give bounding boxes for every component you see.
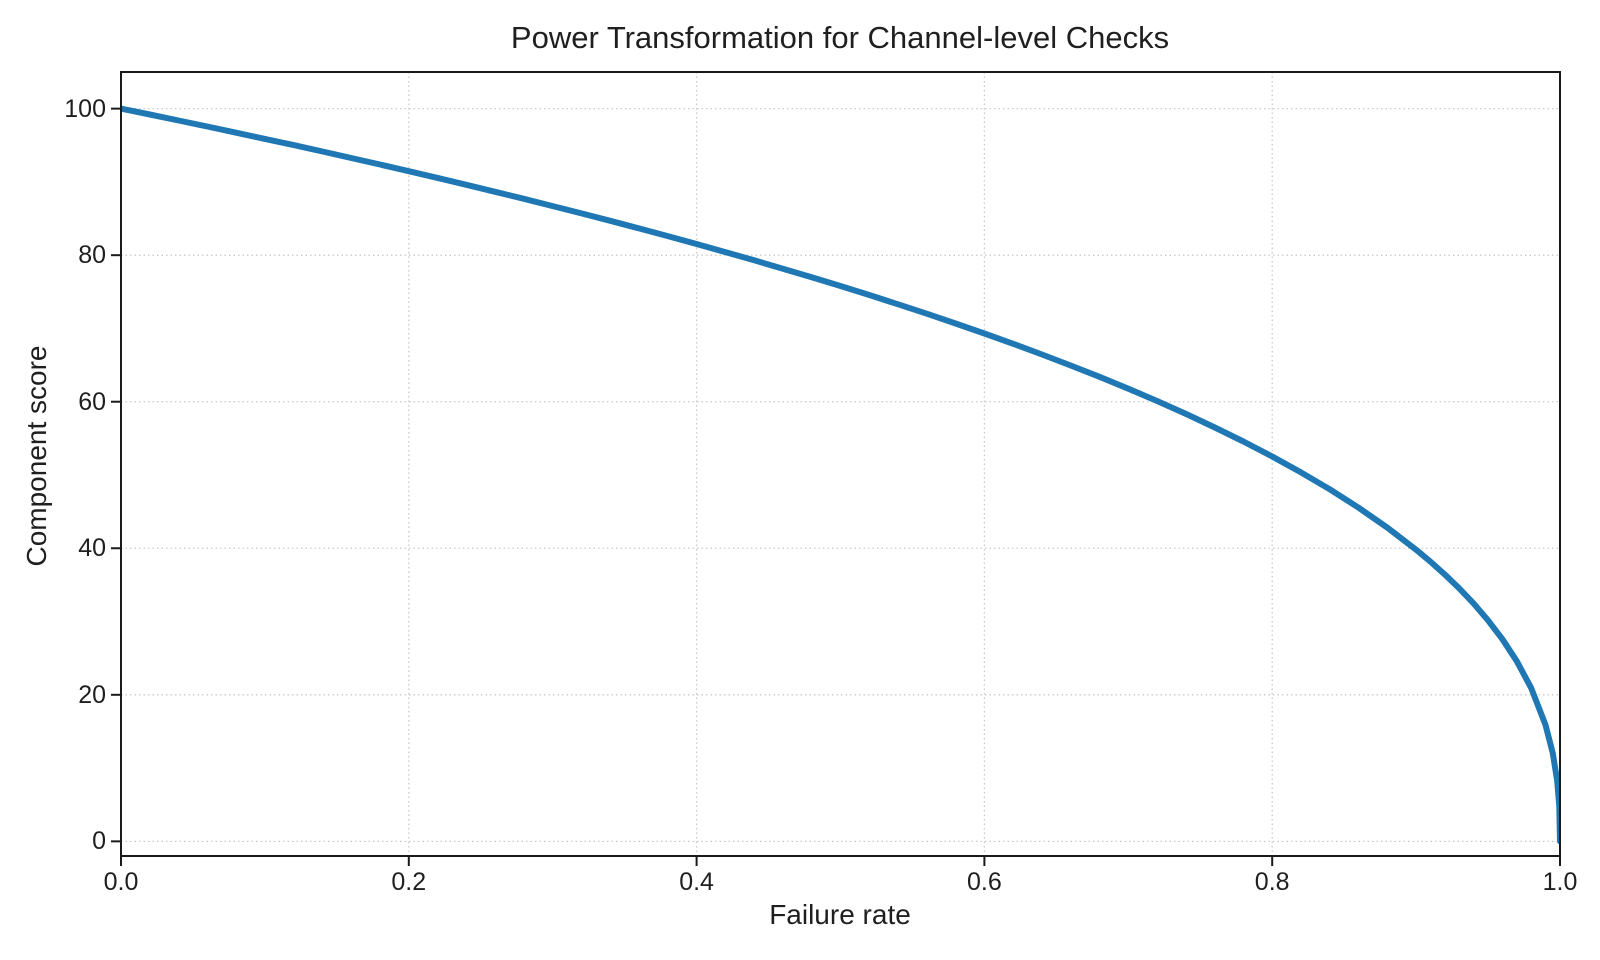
y-tick-label: 40 (78, 534, 106, 563)
x-tick-label: 0.0 (103, 868, 139, 896)
y-tick-label: 0 (92, 827, 106, 856)
y-tick-label: 100 (64, 94, 106, 123)
y-tick-label: 20 (78, 680, 106, 709)
x-tick-label: 0.2 (391, 868, 427, 896)
y-tick-label: 60 (78, 387, 106, 416)
x-tick-label: 0.8 (1254, 868, 1290, 896)
y-tick-label: 80 (78, 241, 106, 270)
x-tick-label: 0.4 (679, 868, 714, 896)
x-axis-label: Failure rate (769, 899, 911, 930)
chart-title: Power Transformation for Channel-level C… (510, 20, 1170, 55)
plot-border (120, 71, 1561, 857)
data-line (121, 105, 1560, 845)
x-tick-label: 0.6 (967, 868, 1002, 896)
x-tick-label: 1.0 (1542, 868, 1578, 896)
